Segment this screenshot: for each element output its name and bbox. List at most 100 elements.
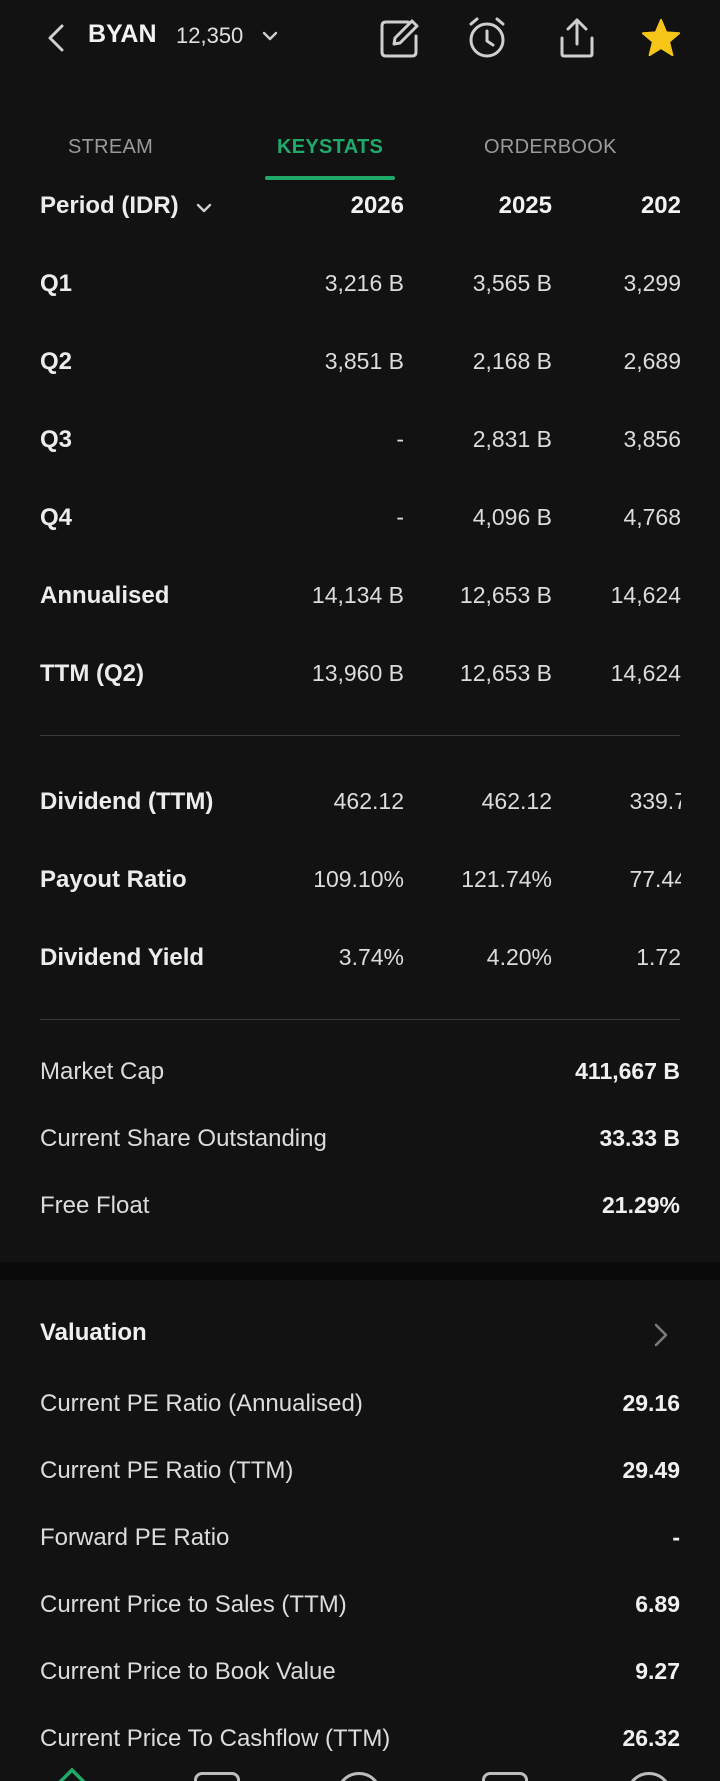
edit-icon[interactable] xyxy=(378,16,420,60)
summary-row-free-float: Free Float 21.29% xyxy=(0,1192,720,1232)
year-column-1: 2026 xyxy=(350,192,404,219)
row-label: Q2 xyxy=(40,348,73,375)
chevron-down-icon[interactable] xyxy=(196,202,212,214)
valuation-row: Forward PE Ratio - xyxy=(0,1524,720,1564)
tab-stream[interactable]: STREAM xyxy=(68,136,154,158)
cell-value: 14,134 B xyxy=(311,582,404,608)
summary-label: Free Float xyxy=(40,1192,150,1219)
cell-value: 12,653 B xyxy=(459,660,552,686)
summary-row-shares: Current Share Outstanding 33.33 B xyxy=(0,1125,720,1165)
cell-value: 462.12 xyxy=(333,788,404,814)
valuation-row: Current PE Ratio (TTM) 29.49 xyxy=(0,1457,720,1497)
summary-value: 411,667 B xyxy=(575,1058,680,1084)
cell-value: 3.74% xyxy=(338,944,404,970)
valuation-label: Forward PE Ratio xyxy=(40,1524,230,1551)
divider xyxy=(40,1019,680,1020)
cell-value: 14,624 xyxy=(610,660,681,686)
chevron-down-icon[interactable] xyxy=(262,30,278,42)
period-selector[interactable]: Period (IDR) xyxy=(40,192,179,219)
table-row: Payout Ratio 109.10% 121.74% 77.44 xyxy=(0,866,720,906)
cell-value: 14,624 xyxy=(610,582,681,608)
share-icon[interactable] xyxy=(556,16,598,60)
top-bar: BYAN 12,350 xyxy=(0,0,720,80)
valuation-label: Current Price to Book Value xyxy=(40,1658,336,1685)
valuation-value: 29.16 xyxy=(622,1390,680,1416)
bottom-nav xyxy=(0,1762,720,1781)
cell-value: 339.7 xyxy=(629,788,681,814)
cell-value: - xyxy=(396,504,404,530)
summary-label: Current Share Outstanding xyxy=(40,1125,327,1152)
valuation-label: Current PE Ratio (TTM) xyxy=(40,1457,294,1484)
cell-value: 4,768 xyxy=(623,504,681,530)
cell-value: 109.10% xyxy=(313,866,404,892)
star-icon[interactable] xyxy=(640,16,682,60)
row-label: Dividend Yield xyxy=(40,944,205,971)
row-label: Q3 xyxy=(40,426,73,453)
tab-keystats[interactable]: KEYSTATS xyxy=(277,136,384,158)
cell-value: 3,299 xyxy=(623,270,681,296)
cell-value: 12,653 B xyxy=(459,582,552,608)
cell-value: 121.74% xyxy=(461,866,552,892)
cell-value: 4,096 B xyxy=(472,504,552,530)
valuation-value: 9.27 xyxy=(635,1658,680,1684)
cell-value: 3,216 B xyxy=(324,270,404,296)
valuation-value: - xyxy=(672,1524,680,1550)
watchlist-icon[interactable] xyxy=(194,1772,240,1781)
table-row: Annualised 14,134 B 12,653 B 14,624 xyxy=(0,582,720,622)
table-row: Dividend Yield 3.74% 4.20% 1.72 xyxy=(0,944,720,984)
cell-value: 2,168 B xyxy=(472,348,552,374)
table-row: TTM (Q2) 13,960 B 12,653 B 14,624 xyxy=(0,660,720,700)
valuation-value: 29.49 xyxy=(622,1457,680,1483)
ticker-symbol[interactable]: BYAN xyxy=(88,20,157,48)
row-label: TTM (Q2) xyxy=(40,660,144,687)
valuation-label: Current PE Ratio (Annualised) xyxy=(40,1390,363,1417)
tab-bar: STREAM KEYSTATS ORDERBOOK xyxy=(0,128,720,180)
messages-icon[interactable] xyxy=(482,1772,528,1781)
ticker-price[interactable]: 12,350 xyxy=(176,23,244,48)
table-row: Q4 - 4,096 B 4,768 xyxy=(0,504,720,544)
cell-value: 2,689 xyxy=(623,348,681,374)
divider xyxy=(40,735,680,736)
cell-value: 2,831 B xyxy=(472,426,552,452)
valuation-label: Current Price to Sales (TTM) xyxy=(40,1591,347,1618)
tab-orderbook[interactable]: ORDERBOOK xyxy=(484,136,617,158)
row-label: Annualised xyxy=(40,582,170,609)
year-column-3: 202 xyxy=(640,192,681,219)
cell-value: 3,565 B xyxy=(472,270,552,296)
summary-row-market-cap: Market Cap 411,667 B xyxy=(0,1058,720,1098)
valuation-row: Current Price To Cashflow (TTM) 26.32 xyxy=(0,1725,720,1765)
cell-value: - xyxy=(396,426,404,452)
summary-value: 21.29% xyxy=(601,1192,680,1218)
table-row: Q1 3,216 B 3,565 B 3,299 xyxy=(0,270,720,310)
cell-value: 13,960 B xyxy=(311,660,404,686)
chevron-right-icon[interactable] xyxy=(652,1320,670,1350)
row-label: Payout Ratio xyxy=(40,866,187,893)
table-row: Q2 3,851 B 2,168 B 2,689 xyxy=(0,348,720,388)
cell-value: 3,851 B xyxy=(324,348,404,374)
active-tab-indicator xyxy=(265,176,395,180)
table-row: Q3 - 2,831 B 3,856 xyxy=(0,426,720,466)
valuation-label: Current Price To Cashflow (TTM) xyxy=(40,1725,391,1752)
cell-value: 462.12 xyxy=(481,788,552,814)
valuation-row: Current Price to Sales (TTM) 6.89 xyxy=(0,1591,720,1631)
portfolio-icon[interactable] xyxy=(626,1772,672,1781)
cell-value: 77.44 xyxy=(629,866,681,892)
section-separator xyxy=(0,1262,720,1280)
valuation-row: Current Price to Book Value 9.27 xyxy=(0,1658,720,1698)
row-label: Q4 xyxy=(40,504,73,531)
summary-value: 33.33 B xyxy=(599,1125,680,1151)
row-label: Q1 xyxy=(40,270,73,297)
summary-label: Market Cap xyxy=(40,1058,165,1085)
year-column-2: 2025 xyxy=(498,192,552,219)
cell-value: 3,856 xyxy=(623,426,681,452)
home-icon[interactable] xyxy=(54,1766,90,1781)
period-header-row: Period (IDR) 2026 2025 202 xyxy=(0,192,720,232)
table-row: Dividend (TTM) 462.12 462.12 339.7 xyxy=(0,788,720,828)
back-icon[interactable] xyxy=(42,20,70,56)
valuation-title[interactable]: Valuation xyxy=(40,1319,147,1346)
cell-value: 4.20% xyxy=(486,944,552,970)
valuation-row: Current PE Ratio (Annualised) 29.16 xyxy=(0,1390,720,1430)
cell-value: 1.72 xyxy=(636,944,681,970)
explore-icon[interactable] xyxy=(336,1772,382,1781)
alarm-icon[interactable] xyxy=(466,16,508,60)
